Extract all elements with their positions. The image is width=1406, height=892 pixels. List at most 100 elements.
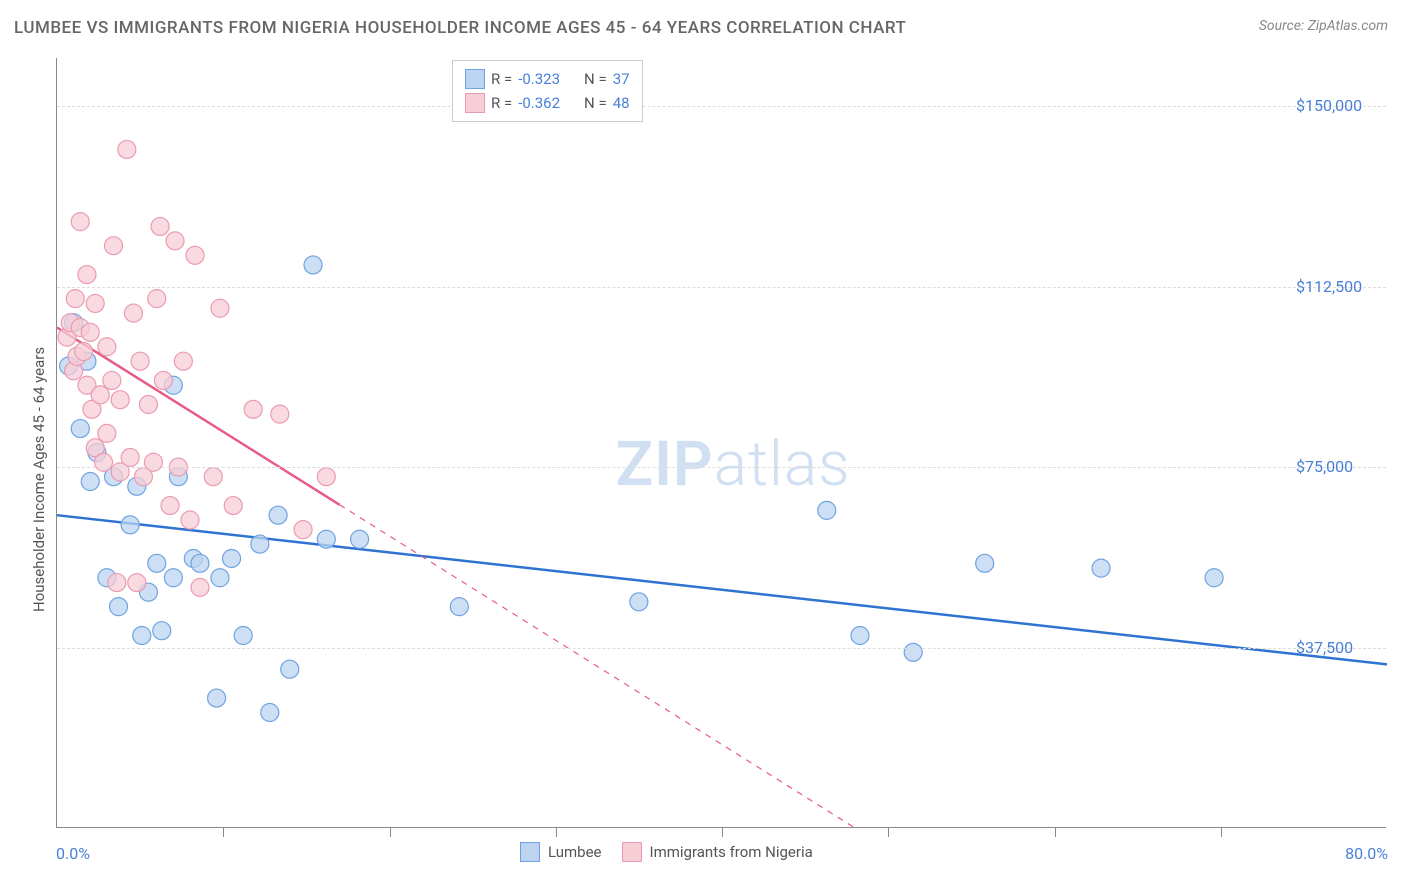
legend-swatch — [622, 842, 642, 862]
n-label: N = — [584, 91, 607, 115]
data-point — [144, 453, 162, 471]
data-point — [161, 497, 179, 515]
data-point — [294, 521, 312, 539]
data-point — [851, 627, 869, 645]
data-point — [66, 290, 84, 308]
scatter-svg — [57, 58, 1387, 828]
data-point — [1092, 559, 1110, 577]
data-point — [181, 511, 199, 529]
data-point — [269, 506, 287, 524]
data-point — [108, 574, 126, 592]
r-value: -0.362 — [518, 91, 560, 115]
x-axis-max: 80.0% — [1345, 844, 1388, 863]
y-axis-label: Householder Income Ages 45 - 64 years — [30, 347, 48, 612]
r-value: -0.323 — [518, 67, 560, 91]
gridline — [57, 648, 1386, 649]
data-point — [118, 140, 136, 158]
data-point — [1205, 569, 1223, 587]
data-point — [86, 294, 104, 312]
legend-series: Lumbee Immigrants from Nigeria — [520, 842, 813, 862]
data-point — [174, 352, 192, 370]
plot-area: ZIPatlas — [56, 58, 1386, 828]
x-tick — [722, 827, 723, 837]
y-tick-label: $150,000 — [1296, 96, 1362, 115]
data-point — [75, 343, 93, 361]
chart-title: LUMBEE VS IMMIGRANTS FROM NIGERIA HOUSEH… — [14, 18, 906, 38]
data-point — [121, 448, 139, 466]
n-label: N = — [584, 67, 607, 91]
data-point — [450, 598, 468, 616]
data-point — [81, 323, 99, 341]
data-point — [211, 569, 229, 587]
data-point — [78, 266, 96, 284]
r-label: R = — [491, 91, 512, 115]
y-tick-label: $37,500 — [1296, 638, 1353, 657]
data-point — [164, 569, 182, 587]
data-point — [139, 396, 157, 414]
data-point — [351, 530, 369, 548]
data-point — [186, 246, 204, 264]
data-point — [81, 473, 99, 491]
data-point — [261, 704, 279, 722]
data-point — [98, 424, 116, 442]
data-point — [191, 578, 209, 596]
data-point — [98, 338, 116, 356]
data-point — [110, 598, 128, 616]
data-point — [166, 232, 184, 250]
x-axis-min: 0.0% — [56, 844, 90, 863]
legend-stat-row: R = -0.362 N = 48 — [465, 91, 630, 115]
data-point — [105, 237, 123, 255]
data-point — [818, 501, 836, 519]
legend-swatch — [465, 69, 485, 89]
data-point — [630, 593, 648, 611]
trend-line-extrapolated — [340, 505, 855, 828]
legend-swatch — [465, 93, 485, 113]
legend-stat-row: R = -0.323N = 37 — [465, 67, 630, 91]
data-point — [128, 574, 146, 592]
source-attribution: Source: ZipAtlas.com — [1259, 18, 1388, 34]
data-point — [251, 535, 269, 553]
data-point — [154, 371, 172, 389]
trend-line — [57, 328, 340, 505]
data-point — [211, 299, 229, 317]
data-point — [191, 554, 209, 572]
legend-series-item: Immigrants from Nigeria — [622, 842, 813, 862]
data-point — [71, 213, 89, 231]
data-point — [151, 217, 169, 235]
data-point — [304, 256, 322, 274]
n-value: 48 — [613, 91, 630, 115]
x-tick — [223, 827, 224, 837]
data-point — [281, 660, 299, 678]
data-point — [204, 468, 222, 486]
gridline — [57, 106, 1386, 107]
x-tick — [1055, 827, 1056, 837]
data-point — [317, 468, 335, 486]
r-label: R = — [491, 67, 512, 91]
data-point — [121, 516, 139, 534]
data-point — [244, 400, 262, 418]
legend-series-label: Lumbee — [548, 843, 602, 861]
data-point — [124, 304, 142, 322]
x-tick — [1221, 827, 1222, 837]
legend-swatch — [520, 842, 540, 862]
data-point — [223, 550, 241, 568]
data-point — [317, 530, 335, 548]
legend-series-item: Lumbee — [520, 842, 602, 862]
correlation-chart: LUMBEE VS IMMIGRANTS FROM NIGERIA HOUSEH… — [0, 0, 1406, 892]
x-tick — [556, 827, 557, 837]
data-point — [904, 643, 922, 661]
y-tick-label: $75,000 — [1296, 457, 1353, 476]
data-point — [131, 352, 149, 370]
data-point — [224, 497, 242, 515]
legend-series-label: Immigrants from Nigeria — [650, 843, 813, 861]
data-point — [153, 622, 171, 640]
legend-stats: R = -0.323N = 37R = -0.362N = 48 — [452, 60, 643, 122]
data-point — [234, 627, 252, 645]
data-point — [71, 420, 89, 438]
x-tick — [888, 827, 889, 837]
data-point — [976, 554, 994, 572]
data-point — [95, 453, 113, 471]
data-point — [148, 290, 166, 308]
data-point — [103, 371, 121, 389]
y-tick-label: $112,500 — [1296, 277, 1362, 296]
